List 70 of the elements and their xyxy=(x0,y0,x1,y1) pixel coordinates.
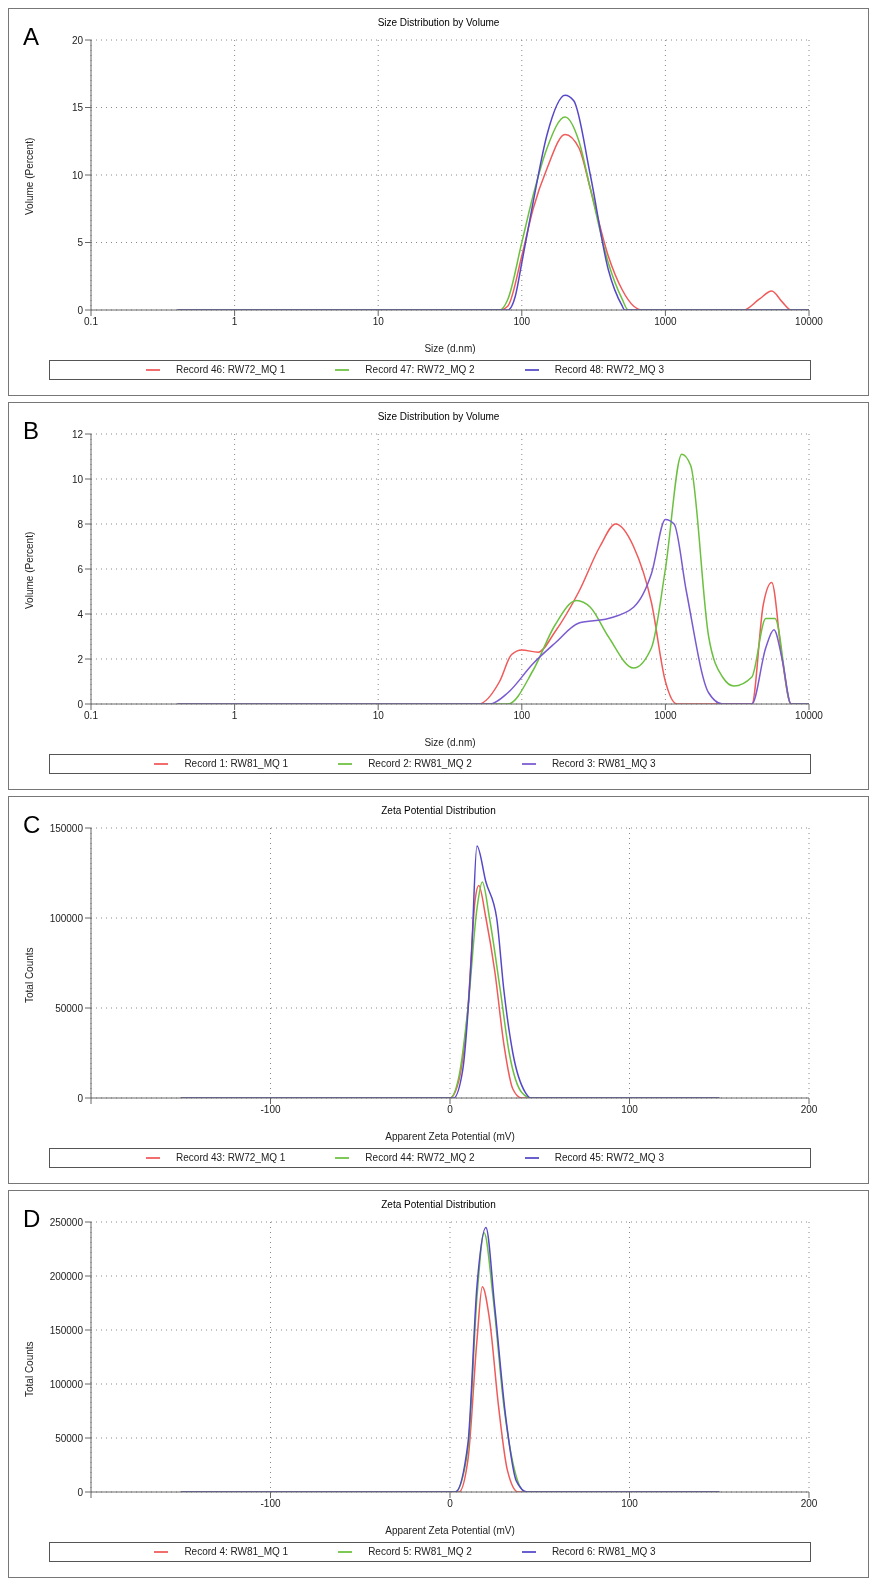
text: B xyxy=(23,417,40,445)
x-tick-label: 10000 xyxy=(795,316,824,328)
x-tick-label: 0 xyxy=(447,1104,454,1116)
x-tick-label: 1000 xyxy=(654,316,677,328)
text: C xyxy=(23,811,41,839)
y-tick-label: 0 xyxy=(77,304,84,316)
legend-label: Record 43: RW72_MQ 1 xyxy=(176,1151,286,1163)
y-tick-label: 250000 xyxy=(49,1216,84,1228)
y-tick-label: 10 xyxy=(71,473,84,485)
text: D xyxy=(23,1205,41,1233)
y-tick-label: 2 xyxy=(77,653,84,665)
x-tick-label: 1000 xyxy=(654,710,677,722)
chart-title: Size Distribution by Volume xyxy=(377,17,500,28)
legend-label: Record 48: RW72_MQ 3 xyxy=(554,363,664,375)
legend-label: Record 3: RW81_MQ 3 xyxy=(551,757,656,769)
y-tick-label: 100000 xyxy=(49,1378,84,1390)
y-tick-label: 12 xyxy=(71,428,84,440)
y-axis-title: Volume (Percent) xyxy=(23,531,35,609)
y-tick-label: 150000 xyxy=(49,1324,84,1336)
x-tick-label: 200 xyxy=(800,1498,818,1510)
y-tick-label: 10 xyxy=(71,169,84,181)
chart-title: Zeta Potential Distribution xyxy=(381,805,496,816)
legend-label: Record 44: RW72_MQ 2 xyxy=(365,1151,475,1163)
y-tick-label: 5 xyxy=(77,237,84,249)
y-tick-label: 200000 xyxy=(49,1270,84,1282)
x-tick-label: 10000 xyxy=(795,710,824,722)
legend-label: Record 1: RW81_MQ 1 xyxy=(184,757,289,769)
y-tick-label: 100000 xyxy=(49,912,84,924)
text: A xyxy=(23,23,40,51)
y-tick-label: 4 xyxy=(77,608,84,620)
x-tick-label: -100 xyxy=(260,1498,281,1510)
x-tick-label: 100 xyxy=(513,316,531,328)
x-axis-title: Apparent Zeta Potential (mV) xyxy=(385,1131,515,1142)
x-tick-label: -100 xyxy=(260,1104,281,1116)
legend-label: Record 45: RW72_MQ 3 xyxy=(554,1151,664,1163)
legend-label: Record 2: RW81_MQ 2 xyxy=(368,757,472,769)
y-tick-label: 20 xyxy=(71,34,84,46)
x-tick-label: 0 xyxy=(447,1498,454,1510)
y-tick-label: 0 xyxy=(77,1092,84,1104)
x-tick-label: 0.1 xyxy=(84,316,99,328)
x-axis-title: Size (d.nm) xyxy=(424,737,476,748)
chart-title: Size Distribution by Volume xyxy=(377,411,500,422)
x-tick-label: 100 xyxy=(513,710,531,722)
legend-label: Record 6: RW81_MQ 3 xyxy=(551,1545,656,1557)
x-axis-title: Apparent Zeta Potential (mV) xyxy=(385,1525,515,1536)
x-tick-label: 100 xyxy=(621,1104,639,1116)
y-tick-label: 6 xyxy=(77,563,84,575)
y-axis-title: Total Counts xyxy=(23,1341,35,1397)
x-tick-label: 200 xyxy=(800,1104,818,1116)
x-tick-label: 100 xyxy=(621,1498,639,1510)
legend-label: Record 4: RW81_MQ 1 xyxy=(184,1545,289,1557)
x-tick-label: 1 xyxy=(231,316,238,328)
y-tick-label: 8 xyxy=(77,518,84,530)
y-tick-label: 0 xyxy=(77,698,84,710)
x-tick-label: 10 xyxy=(372,710,385,722)
x-tick-label: 10 xyxy=(372,316,385,328)
y-tick-label: 0 xyxy=(77,1486,84,1498)
x-tick-label: 1 xyxy=(231,710,238,722)
x-tick-label: 0.1 xyxy=(84,710,99,722)
y-tick-label: 50000 xyxy=(55,1002,84,1014)
x-axis-title: Size (d.nm) xyxy=(424,343,476,354)
y-tick-label: 15 xyxy=(71,102,84,114)
y-axis-title: Volume (Percent) xyxy=(23,137,35,215)
chart-title: Zeta Potential Distribution xyxy=(381,1199,496,1210)
y-axis-title: Total Counts xyxy=(23,947,35,1003)
legend-label: Record 46: RW72_MQ 1 xyxy=(176,363,286,375)
legend-label: Record 5: RW81_MQ 2 xyxy=(368,1545,472,1557)
y-tick-label: 50000 xyxy=(55,1432,84,1444)
y-tick-label: 150000 xyxy=(49,822,84,834)
legend-label: Record 47: RW72_MQ 2 xyxy=(365,363,475,375)
